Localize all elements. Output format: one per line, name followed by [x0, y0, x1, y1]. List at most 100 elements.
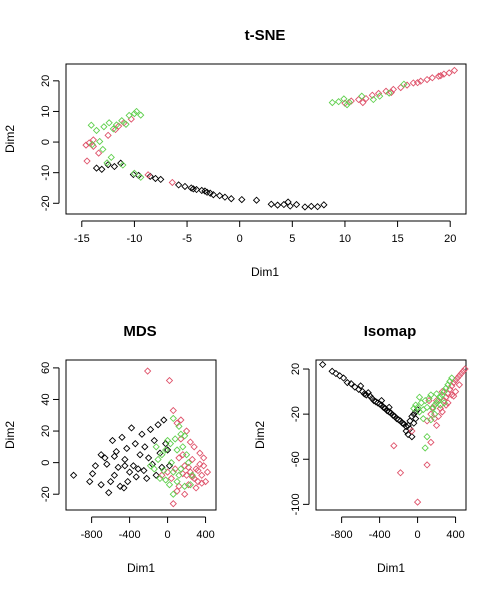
mds-point-g1-14 [118, 433, 126, 442]
isomap-point-g1-29 [398, 419, 407, 427]
mds-point-g3-16 [188, 471, 196, 479]
mds-x-axis: -800 -400 0 400 [81, 516, 215, 541]
isomap-x-axis: -800 -400 0 400 [331, 516, 465, 541]
tsne-y-tick-label: 10 [40, 105, 52, 117]
isomap-point-g1-24 [389, 411, 397, 419]
mds-point-g2-13 [194, 477, 202, 486]
isomap-y-axis: -100 -60 -20 20 [290, 363, 310, 515]
tsne-point-g2-33 [387, 88, 395, 97]
isomap-point-g1-0 [319, 360, 327, 369]
isomap-point-g2-18 [459, 367, 467, 375]
mds-point-g2-33 [190, 443, 198, 451]
mds-point-g3-17 [173, 446, 181, 454]
isomap-point-g1-4 [339, 374, 348, 382]
isomap-point-g2-27 [438, 387, 446, 396]
isomap-point-g2-1 [413, 498, 422, 506]
mds-point-g1-0 [69, 471, 78, 479]
tsne-point-g1-2 [104, 161, 112, 169]
isomap-y-tick-label: -100 [290, 493, 302, 515]
mds-point-g3-8 [146, 462, 155, 470]
mds-point-g1-7 [105, 488, 113, 497]
isomap-point-g1-34 [408, 412, 416, 421]
tsne-point-g2-21 [397, 83, 405, 92]
isomap-point-g3-4 [431, 401, 439, 409]
mds-points [69, 367, 212, 508]
isomap-point-g3-20 [421, 396, 429, 405]
isomap-point-g3-19 [410, 404, 418, 413]
mds-point-g1-13 [116, 482, 124, 490]
tsne-x-tick-label: -15 [74, 233, 90, 245]
isomap-point-g1-47 [385, 403, 393, 412]
isomap-point-g1-31 [402, 422, 410, 431]
isomap-point-g2-23 [434, 412, 443, 421]
tsne-point-g2-34 [359, 98, 367, 107]
tsne-point-g1-32 [284, 198, 292, 206]
mds-point-g3-29 [175, 471, 183, 479]
tsne-point-g2-10 [94, 149, 103, 157]
tsne-point-g3-22 [369, 95, 378, 104]
tsne-point-g3-2 [100, 123, 108, 131]
mds-x-tick-label: 0 [165, 529, 171, 541]
tsne-x-axis: -15 -10 -5 0 5 10 15 20 [74, 220, 456, 245]
mds-plot-box [65, 359, 217, 511]
tsne-x-tick-label: 5 [289, 233, 295, 245]
tsne-point-g1-28 [301, 203, 309, 211]
tsne-point-g3-29 [122, 120, 130, 128]
mds-point-g3-15 [184, 458, 193, 467]
mds-point-g2-14 [196, 449, 204, 457]
mds-point-g1-43 [97, 481, 105, 489]
isomap-x-tick-label: 0 [415, 529, 421, 541]
mds-point-g1-19 [125, 468, 134, 476]
tsne-point-g2-2 [89, 142, 98, 150]
mds-point-g1-4 [97, 451, 105, 459]
tsne-point-g2-20 [389, 85, 398, 94]
tsne-point-g3-21 [358, 92, 366, 100]
tsne-y-tick-label: -10 [40, 165, 52, 181]
mds-point-g3-0 [169, 414, 177, 423]
tsne-point-g1-12 [187, 184, 195, 192]
isomap-point-g1-27 [394, 416, 403, 424]
isomap-point-g2-22 [438, 408, 446, 416]
tsne-point-g3-19 [340, 95, 348, 103]
mds-point-g1-10 [110, 471, 119, 479]
isomap-point-g2-34 [425, 396, 433, 405]
isomap-point-g2-33 [429, 403, 437, 412]
tsne-point-g3-17 [328, 98, 336, 107]
mds-point-g2-21 [167, 474, 176, 483]
mds-point-g3-5 [158, 451, 166, 459]
isomap-point-g1-43 [412, 415, 420, 423]
isomap-x-label: Dim1 [377, 561, 405, 575]
tsne-point-g1-22 [252, 196, 261, 204]
isomap-point-g3-29 [415, 393, 424, 401]
mds-point-g1-34 [152, 471, 160, 479]
mds-point-g1-21 [129, 462, 138, 470]
tsne-point-g2-9 [127, 115, 135, 123]
isomap-point-g1-5 [343, 378, 351, 387]
tsne-point-g1-21 [238, 195, 246, 204]
mds-point-g3-22 [152, 443, 160, 451]
tsne-point-g3-9 [99, 145, 107, 154]
mds-point-g2-25 [184, 463, 193, 472]
tsne-point-g2-7 [114, 122, 123, 130]
tsne-point-g1-24 [273, 201, 282, 209]
tsne-point-g1-1 [98, 165, 106, 173]
tsne-point-g2-17 [368, 91, 376, 99]
mds-point-g1-40 [163, 446, 172, 454]
tsne-point-g3-4 [112, 121, 121, 129]
isomap-point-g2-0 [396, 469, 405, 477]
mds-y-tick-label: 20 [40, 425, 52, 437]
mds-point-g1-33 [150, 436, 158, 445]
isomap-point-g1-10 [360, 390, 369, 398]
tsne-point-g1-16 [206, 189, 214, 197]
isomap-point-g2-19 [461, 365, 469, 373]
mds-point-g3-24 [167, 458, 176, 467]
mds-point-g1-18 [124, 477, 132, 486]
mds-point-g2-8 [184, 481, 193, 489]
tsne-title: t-SNE [245, 27, 286, 44]
mds-point-g3-20 [182, 451, 191, 459]
tsne-y-tick-label: 20 [40, 75, 52, 87]
tsne-plot-box [65, 63, 467, 215]
mds-point-g2-10 [188, 455, 196, 464]
mds-point-g1-38 [160, 416, 168, 424]
